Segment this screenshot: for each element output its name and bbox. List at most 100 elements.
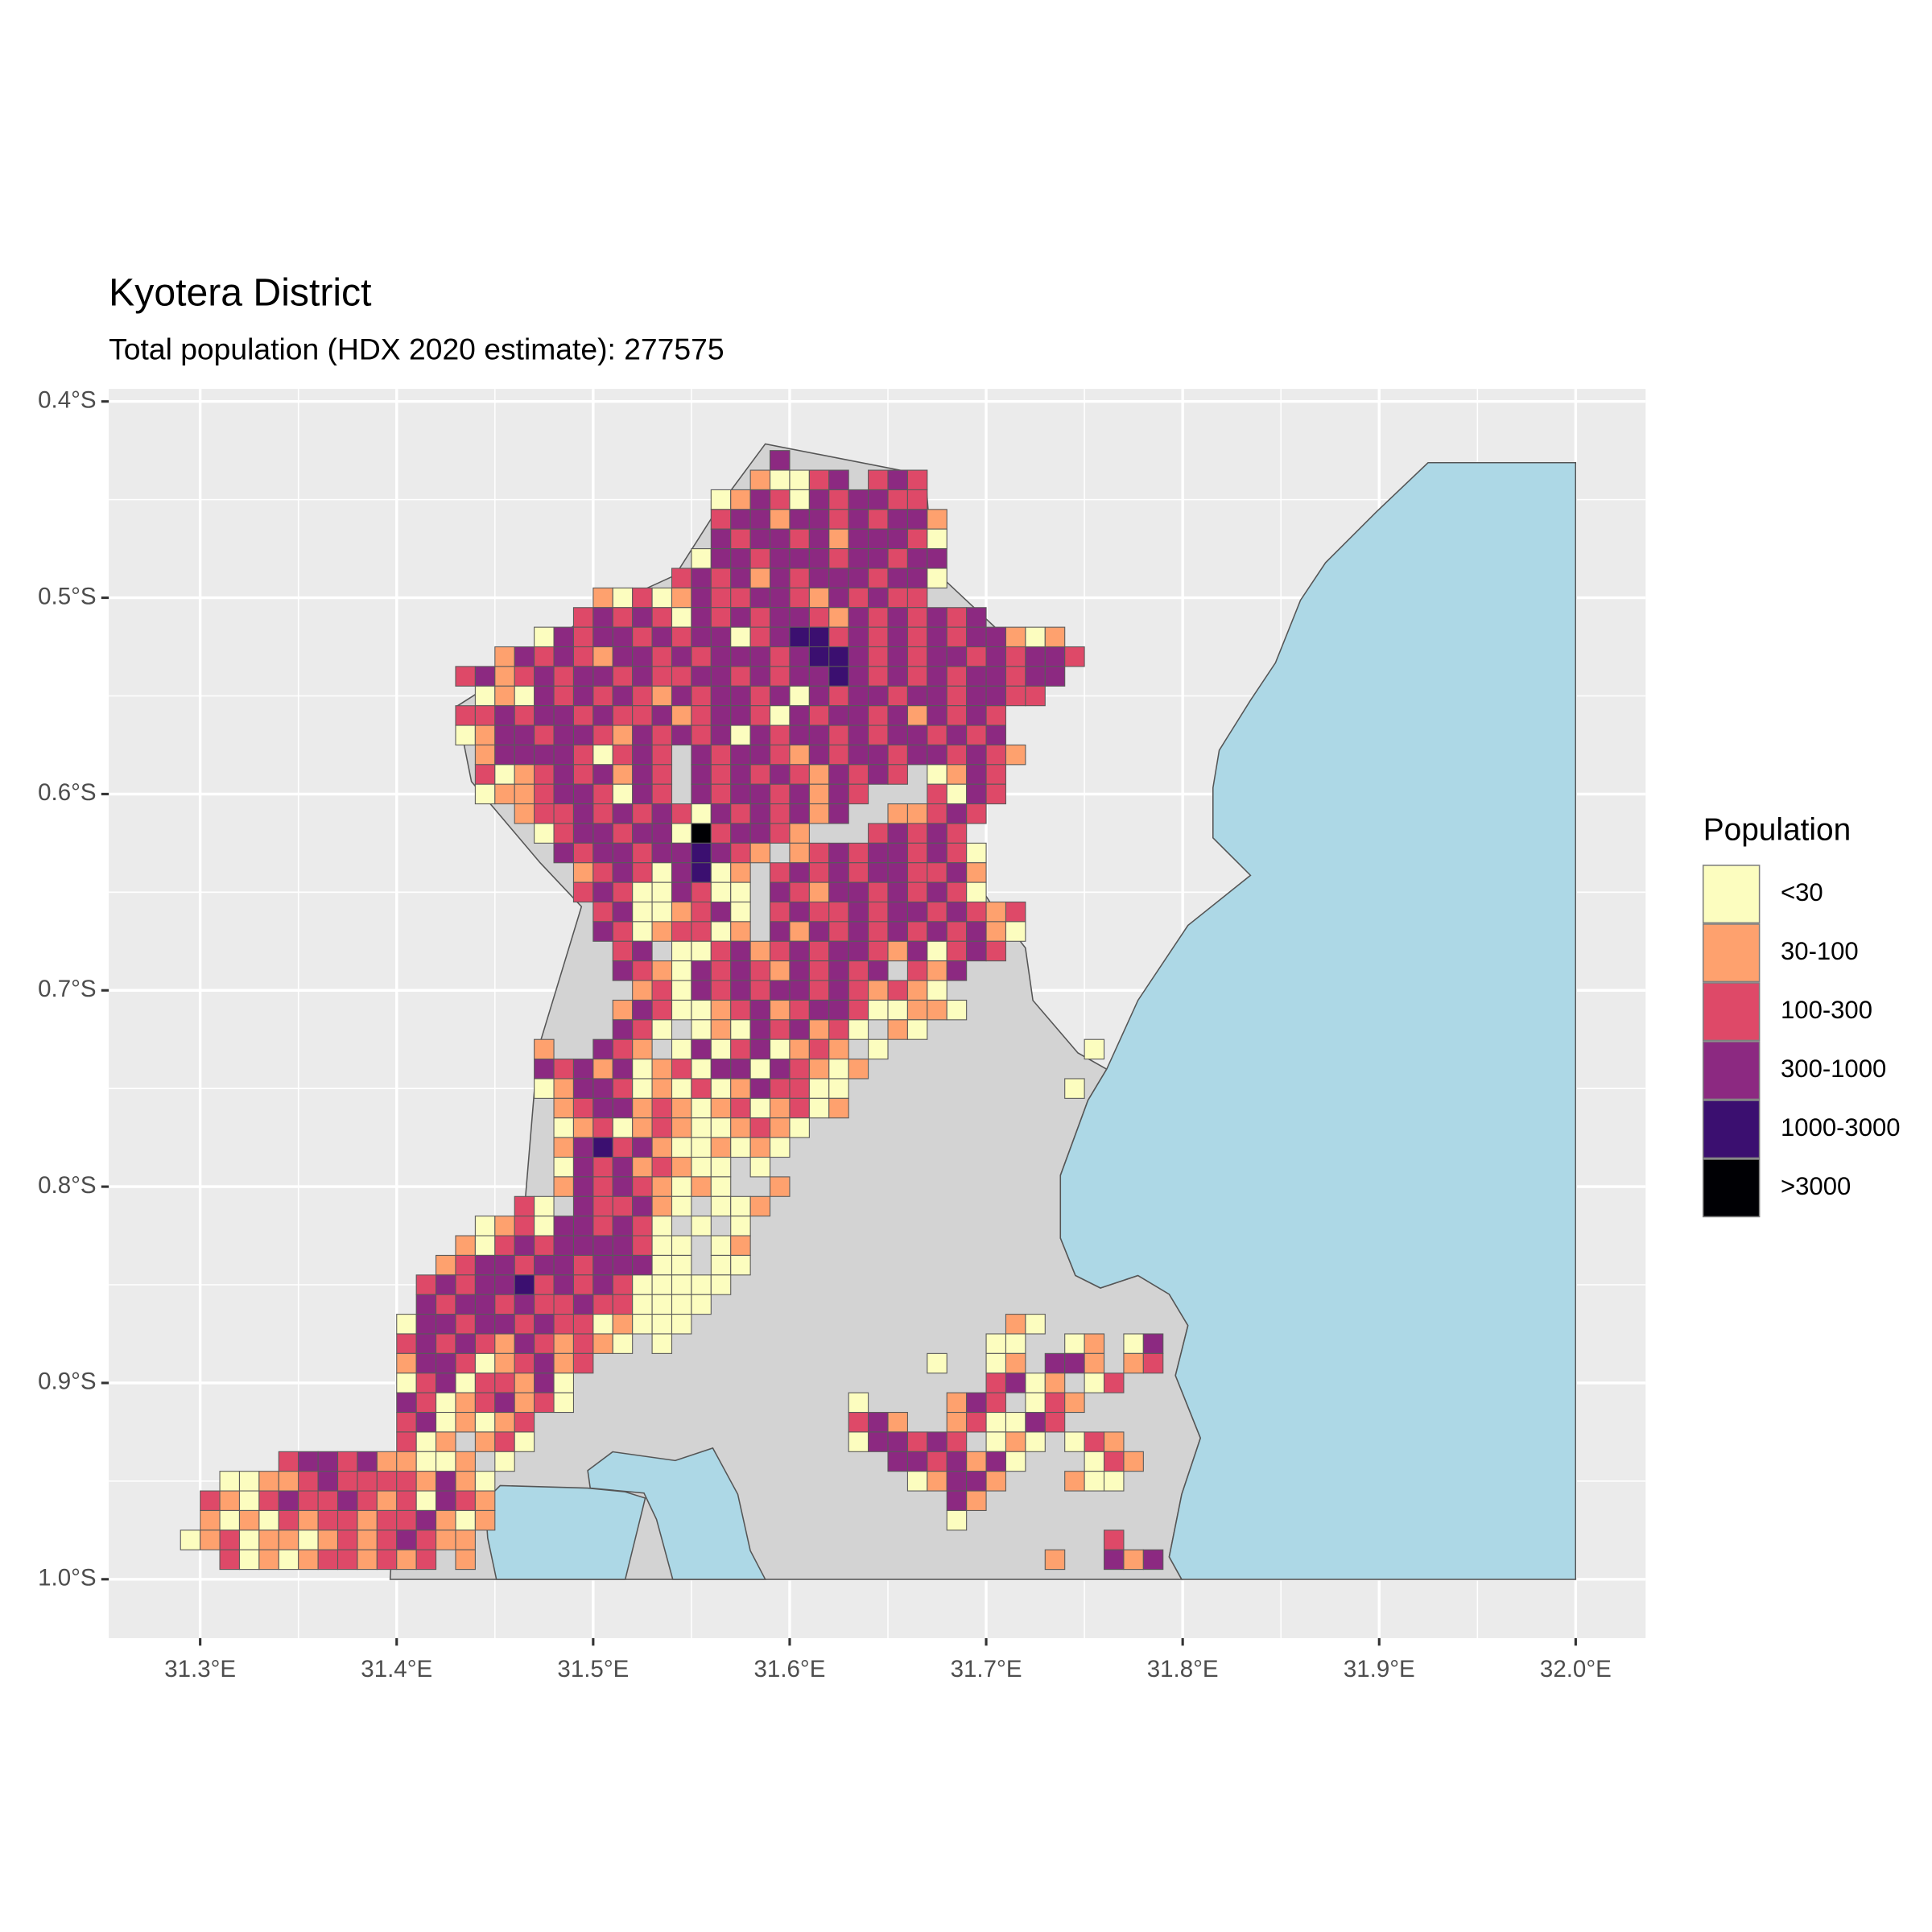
grid-cell	[985, 1451, 1007, 1472]
grid-cell	[415, 1431, 437, 1452]
y-tick-label: 1.0°S	[38, 1565, 96, 1591]
grid-cell	[436, 1451, 456, 1472]
grid-cell	[691, 901, 712, 923]
grid-cell	[612, 646, 634, 667]
grid-cell	[671, 980, 692, 1001]
grid-cell	[1005, 1333, 1026, 1354]
grid-cell	[592, 744, 613, 766]
grid-cell	[887, 509, 908, 530]
grid-cell	[749, 568, 771, 588]
grid-cell	[691, 724, 712, 745]
grid-cell	[612, 1176, 634, 1197]
grid-cell	[906, 960, 928, 981]
grid-cell	[671, 1059, 692, 1080]
grid-cell	[710, 1156, 732, 1178]
grid-cell	[651, 1176, 673, 1197]
grid-cell	[868, 489, 889, 510]
grid-cell	[848, 509, 869, 530]
grid-cell	[612, 1294, 634, 1315]
grid-cell	[553, 1216, 574, 1236]
grid-cell	[848, 1019, 869, 1040]
grid-cell	[828, 803, 849, 824]
grid-cell	[691, 646, 712, 667]
grid-cell	[749, 999, 771, 1021]
grid-cell	[514, 1195, 535, 1217]
grid-cell	[710, 568, 732, 588]
grid-cell	[730, 881, 751, 903]
grid-cell	[966, 1471, 987, 1492]
grid-cell	[887, 764, 908, 785]
grid-cell	[828, 921, 849, 942]
grid-cell	[927, 1451, 947, 1472]
grid-cell	[592, 1254, 613, 1276]
grid-cell	[553, 1097, 574, 1119]
grid-cell	[671, 1156, 692, 1178]
grid-cell	[534, 1038, 555, 1060]
grid-cell	[906, 666, 928, 687]
grid-cell	[514, 666, 535, 687]
grid-cell	[868, 685, 889, 707]
grid-cell	[474, 1471, 496, 1492]
grid-cell	[455, 1274, 476, 1295]
grid-cell	[612, 1059, 634, 1080]
grid-cell	[651, 607, 673, 628]
grid-cell	[966, 803, 987, 824]
grid-cell	[396, 1411, 417, 1433]
grid-cell	[612, 724, 634, 745]
grid-cell	[180, 1530, 201, 1550]
grid-cell	[848, 940, 869, 962]
grid-cell	[632, 823, 653, 844]
grid-cell	[887, 528, 908, 550]
grid-cell	[258, 1549, 279, 1571]
grid-cell	[553, 803, 574, 824]
grid-cell	[494, 1411, 515, 1433]
grid-cell	[494, 783, 515, 805]
grid-cell	[730, 1019, 751, 1040]
grid-cell	[906, 901, 928, 923]
grid-cell	[572, 1274, 594, 1295]
grid-cell	[927, 862, 947, 883]
grid-cell	[868, 469, 889, 490]
grid-cell	[730, 646, 751, 667]
grid-cell	[848, 724, 869, 745]
grid-cell	[514, 1254, 535, 1276]
grid-cell	[357, 1509, 378, 1531]
grid-cell	[848, 666, 869, 687]
grid-cell	[514, 1216, 535, 1236]
grid-cell	[730, 783, 751, 805]
grid-cell	[592, 1078, 613, 1099]
grid-cell	[770, 783, 791, 805]
grid-cell	[632, 1156, 653, 1178]
grid-cell	[927, 1471, 947, 1492]
grid-cell	[770, 724, 791, 745]
grid-cell	[455, 1314, 476, 1335]
grid-cell	[317, 1549, 339, 1571]
grid-cell	[200, 1490, 221, 1511]
grid-cell	[612, 960, 634, 981]
grid-cell	[612, 1019, 634, 1040]
grid-cell	[749, 1137, 771, 1158]
y-tick-label: 0.4°S	[38, 387, 96, 414]
grid-cell	[317, 1530, 339, 1550]
grid-cell	[887, 666, 908, 687]
grid-cell	[848, 842, 869, 864]
grid-cell	[632, 921, 653, 942]
grid-cell	[553, 1117, 574, 1138]
grid-cell	[946, 1431, 968, 1452]
grid-cell	[514, 1373, 535, 1393]
grid-cell	[887, 940, 908, 962]
grid-cell	[455, 1333, 476, 1354]
grid-cell	[455, 1235, 476, 1256]
grid-cell	[612, 842, 634, 864]
grid-cell	[848, 1059, 869, 1080]
grid-cell	[730, 1097, 751, 1119]
grid-cell	[336, 1549, 358, 1571]
grid-cell	[592, 764, 613, 785]
grid-cell	[749, 1019, 771, 1040]
grid-cell	[671, 1314, 692, 1335]
grid-cell	[789, 469, 810, 490]
grid-cell	[906, 489, 928, 510]
grid-cell	[691, 1176, 712, 1197]
grid-cell	[592, 1314, 613, 1335]
grid-cell	[612, 1254, 634, 1276]
